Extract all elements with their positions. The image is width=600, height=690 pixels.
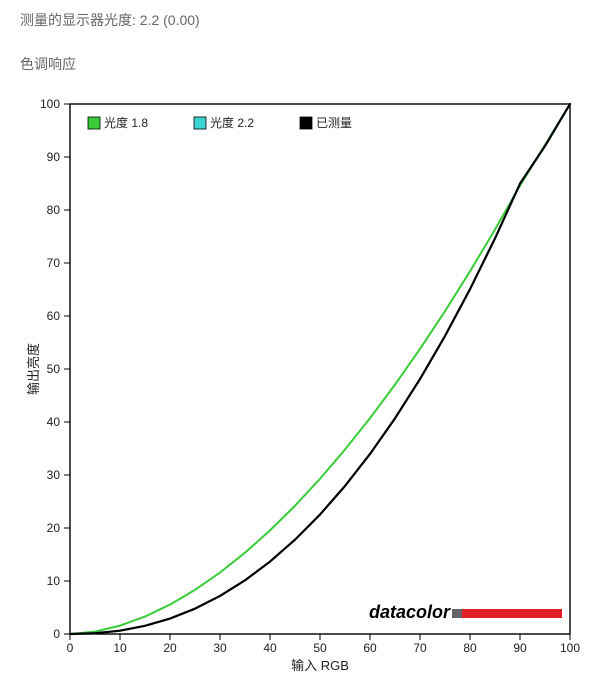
section-title: 色调响应 [20,54,580,74]
legend-swatch [194,117,206,129]
legend-label: 光度 1.8 [104,115,148,130]
chart-svg: 0 10 20 30 40 50 60 70 80 90 100 0 10 20 30 40 50 60 70 80 9… [20,94,580,674]
svg-text:输出亮度: 输出亮度 [26,343,41,395]
svg-text:输入 RGB: 输入 RGB [291,658,349,673]
svg-text:40: 40 [47,415,61,429]
svg-text:70: 70 [413,641,427,655]
svg-text:20: 20 [47,521,61,535]
svg-text:40: 40 [263,641,277,655]
svg-text:30: 30 [47,468,61,482]
svg-text:70: 70 [47,256,61,270]
tone-response-chart: 0 10 20 30 40 50 60 70 80 90 100 0 10 20 30 40 50 60 70 80 9… [20,94,580,674]
measured-gamma-label: 测量的显示器光度: [20,12,136,28]
svg-text:10: 10 [47,574,61,588]
svg-text:50: 50 [47,362,61,376]
svg-text:10: 10 [113,641,127,655]
svg-text:90: 90 [47,150,61,164]
legend-swatch [88,117,100,129]
svg-text:datacolor: datacolor [369,602,451,622]
svg-text:60: 60 [363,641,377,655]
svg-text:0: 0 [67,641,74,655]
legend-label: 光度 2.2 [210,115,254,130]
svg-text:100: 100 [40,97,60,111]
svg-text:90: 90 [513,641,527,655]
svg-text:80: 80 [47,203,61,217]
svg-text:80: 80 [463,641,477,655]
svg-text:20: 20 [163,641,177,655]
legend-swatch [300,117,312,129]
svg-text:100: 100 [560,641,580,655]
svg-text:60: 60 [47,309,61,323]
svg-text:30: 30 [213,641,227,655]
measured-gamma-value: 2.2 (0.00) [140,12,200,28]
svg-text:0: 0 [53,627,60,641]
svg-text:50: 50 [313,641,327,655]
legend-label: 已测量 [316,116,352,130]
measured-gamma-line: 测量的显示器光度: 2.2 (0.00) [20,10,580,30]
